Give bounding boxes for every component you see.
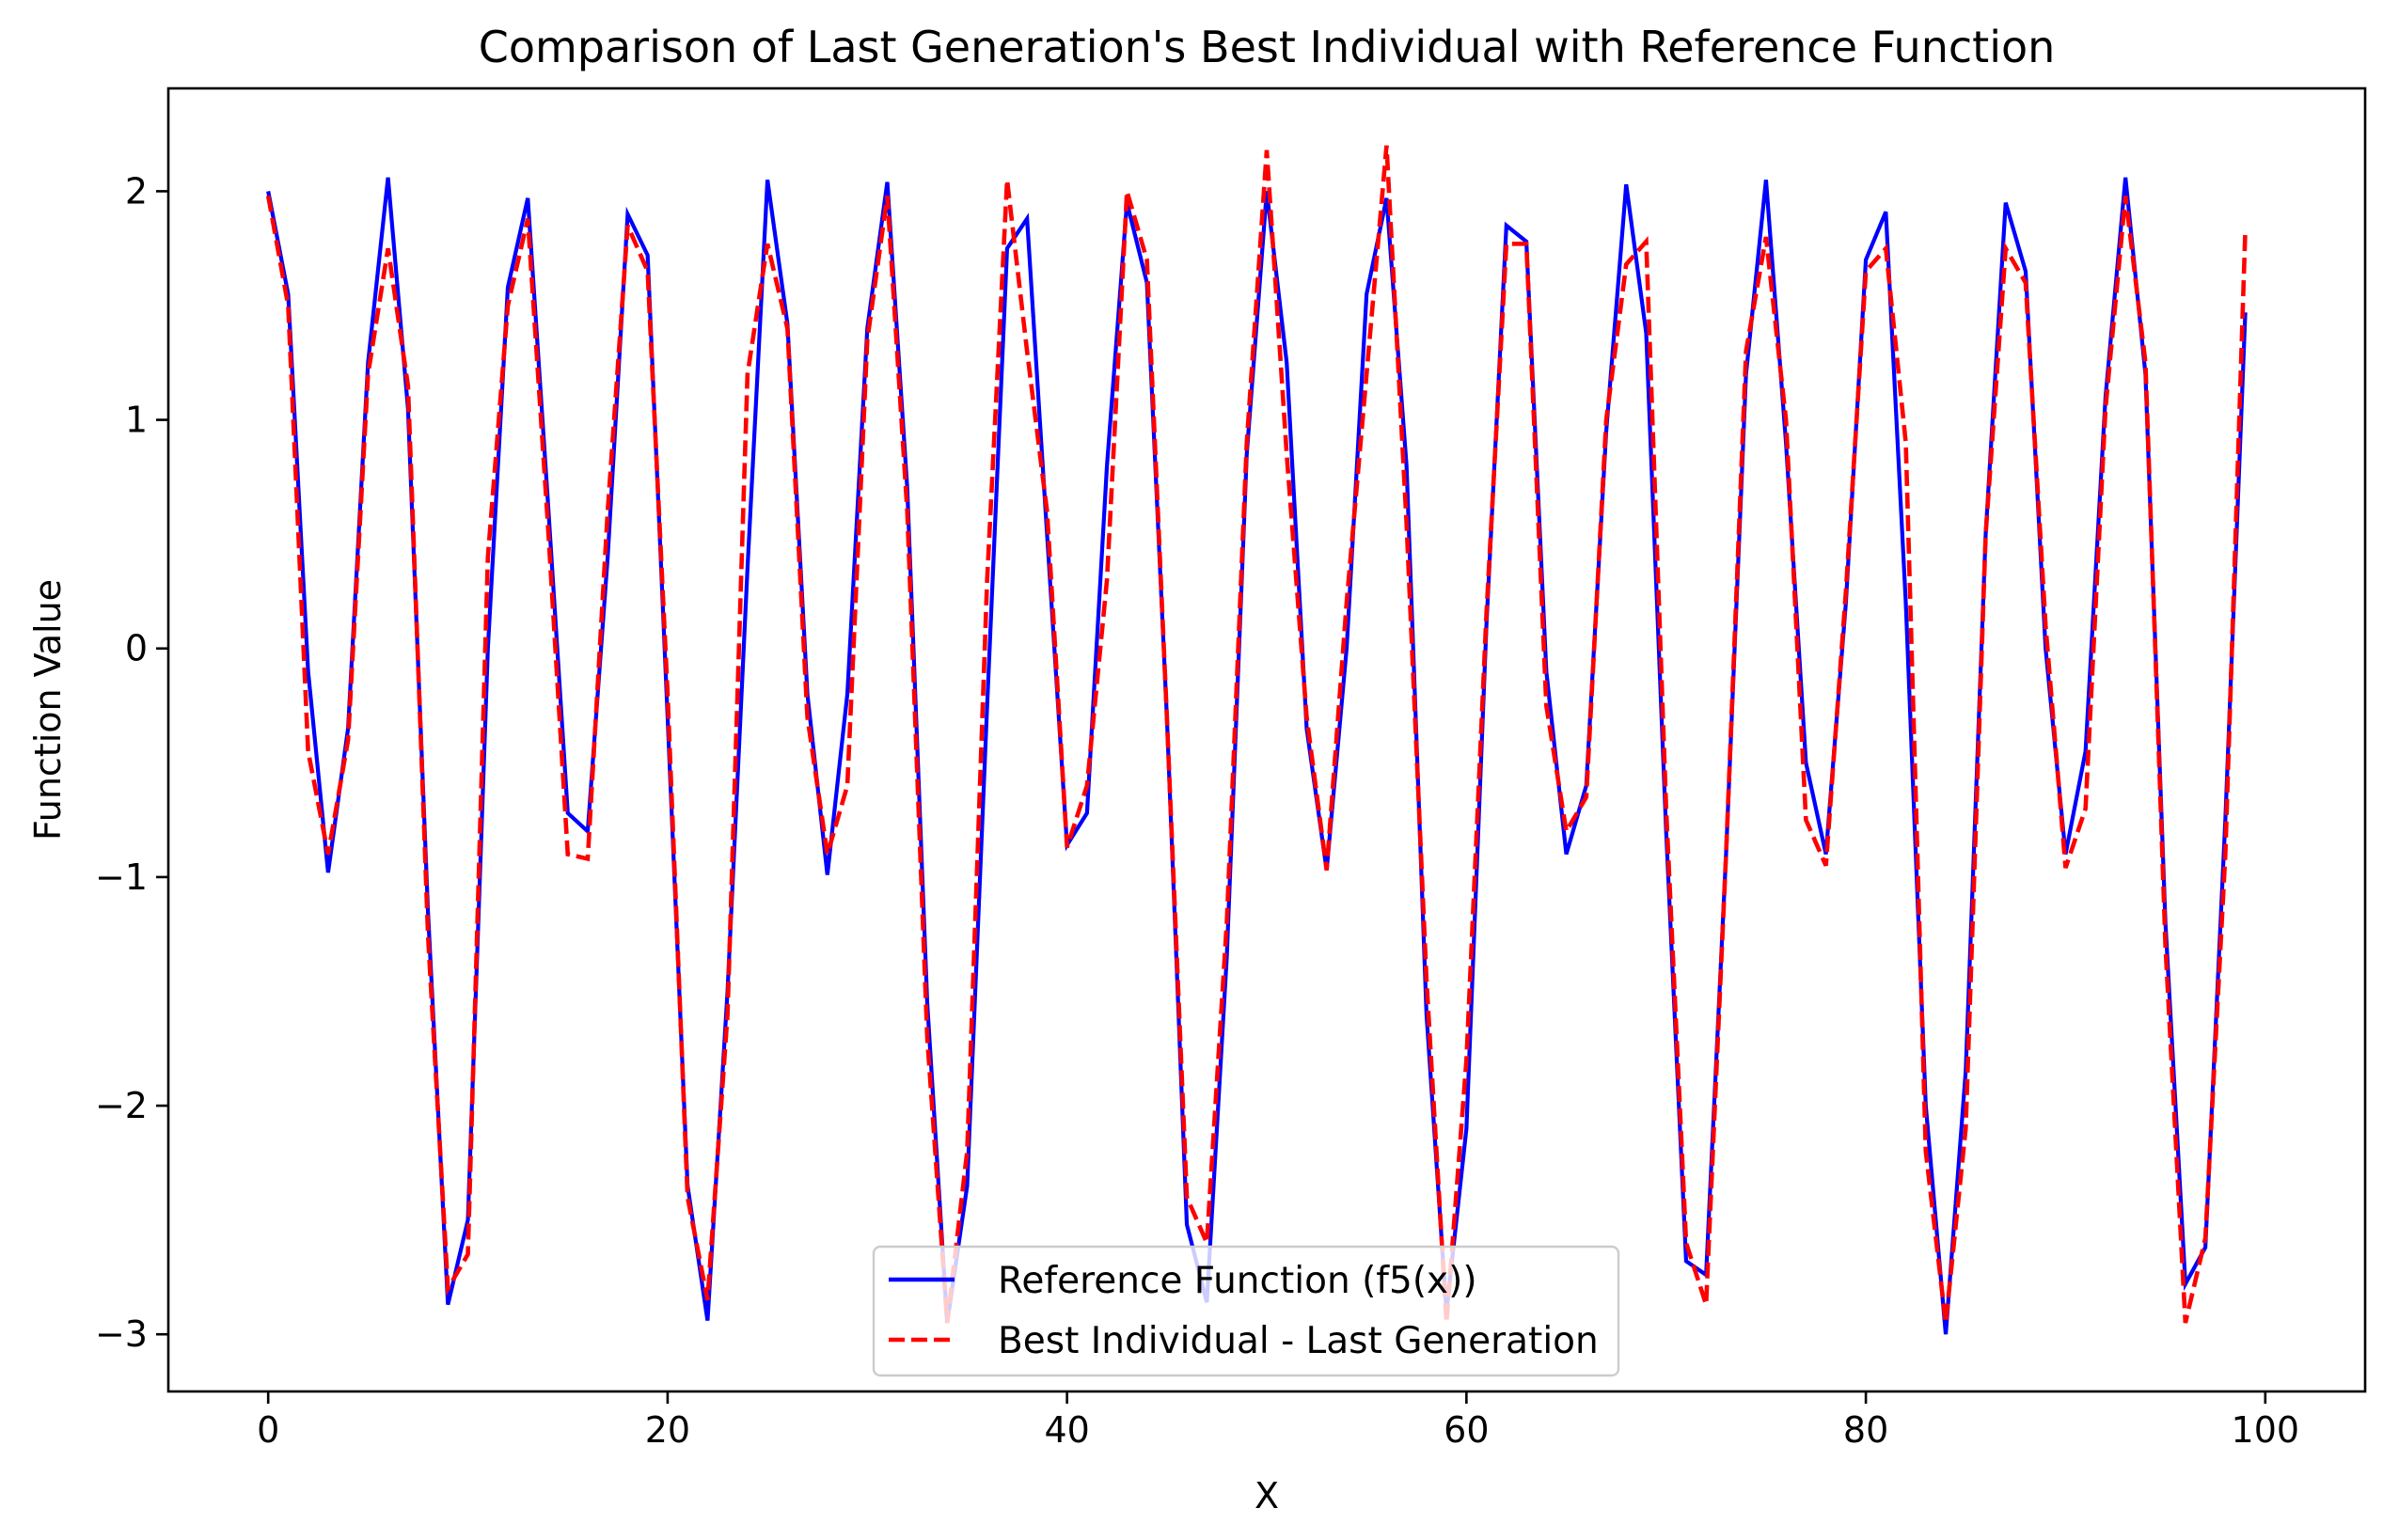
legend-best-individual-label: Best Individual - Last Generation: [998, 1320, 1599, 1362]
best-individual-line: [265, 145, 2248, 1324]
plot-area: [168, 88, 2365, 1391]
chart-title: Comparison of Last Generation's Best Ind…: [479, 22, 2056, 72]
y-tick-label: −1: [95, 856, 148, 898]
series-lines: [265, 145, 2248, 1335]
legend-reference-label: Reference Function (f5(x)): [998, 1260, 1477, 1302]
y-tick-label: 2: [125, 170, 148, 212]
ticks: 0 20 40 60 80 100 2 1 0 −1 −2 −3: [95, 170, 2299, 1451]
x-tick-label: 40: [1044, 1409, 1089, 1451]
legend-box: [872, 1245, 1620, 1377]
axes: [166, 86, 2367, 1393]
x-tick-label: 0: [257, 1409, 279, 1451]
y-tick-label: −2: [95, 1085, 148, 1126]
plot-background: [168, 88, 2365, 1391]
y-tick-label: −3: [95, 1313, 148, 1355]
plot-frame: [166, 86, 2367, 1393]
x-tick-label: 60: [1444, 1409, 1489, 1451]
y-tick-label: 1: [125, 400, 148, 441]
x-tick-label: 20: [645, 1409, 690, 1451]
x-tick-label: 100: [2232, 1409, 2300, 1451]
x-axis-label: X: [1255, 1475, 1279, 1516]
y-axis-label: Function Value: [27, 579, 69, 841]
legend: Reference Function (f5(x)) Best Individua…: [872, 1245, 1620, 1377]
x-tick-label: 80: [1843, 1409, 1888, 1451]
y-tick-label: 0: [125, 628, 148, 669]
